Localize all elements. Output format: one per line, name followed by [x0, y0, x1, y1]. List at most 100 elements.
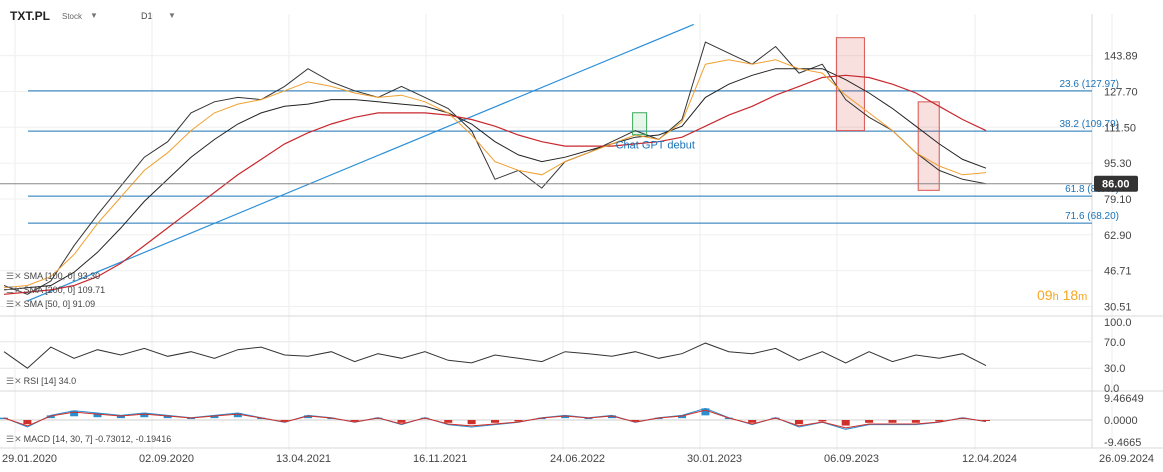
candle-countdown-timer: 09h 18m — [1037, 287, 1087, 303]
legend-sma50-text: SMA [50, 0] 91.09 — [23, 299, 96, 309]
price-axis-tick-label: 62.90 — [1104, 230, 1132, 242]
timeframe-selector[interactable]: D1 — [141, 11, 153, 21]
date-axis-tick-label: 02.09.2020 — [139, 453, 194, 465]
macd-panel: 9.46649 0.0000 -9.4665 — [0, 393, 1144, 449]
chart-grid — [0, 14, 1163, 450]
sma50-line — [3, 59, 987, 289]
indicator-settings-icon[interactable]: ☰✕ — [6, 271, 22, 281]
price-axis-tick-label: 46.71 — [1104, 266, 1132, 278]
date-axis-tick-label: 26.09.2024 — [1099, 453, 1154, 465]
timeframe-dropdown-icon[interactable]: ▼ — [168, 11, 176, 20]
date-axis: 29.01.2020 02.09.2020 13.04.2021 16.11.2021… — [2, 453, 1154, 465]
date-axis-tick-label: 12.04.2024 — [962, 453, 1017, 465]
fib-level-label: 71.6 (68.20) — [1065, 211, 1119, 222]
macd-histogram-bar — [911, 420, 920, 423]
macd-histogram-bar — [701, 408, 710, 416]
date-axis-tick-label: 29.01.2020 — [2, 453, 57, 465]
fib-level-label: 61.8 (80.40) — [1065, 184, 1119, 195]
highlight-rectangles[interactable] — [835, 37, 940, 191]
macd-histogram-bar — [210, 415, 219, 419]
rsi-axis-tick-label: 30.0 — [1104, 363, 1125, 375]
macd-histogram-bar — [794, 420, 803, 425]
symbol-dropdown-icon[interactable]: ▼ — [90, 11, 98, 20]
legend-macd-text: MACD [14, 30, 7] -0.73012, -0.19416 — [23, 434, 172, 444]
macd-axis-tick-label: -9.4665 — [1104, 437, 1141, 449]
macd-histogram-bar — [631, 420, 640, 422]
trendline-segment — [27, 23, 694, 302]
macd-histogram-bar — [888, 420, 897, 423]
macd-histogram-bar — [444, 420, 453, 423]
macd-histogram-bar — [841, 420, 850, 426]
rsi-panel: 100.0 70.0 30.0 0.0 — [0, 317, 1132, 395]
highlight-rectangle — [835, 37, 865, 132]
indicator-settings-icon[interactable]: ☰✕ — [6, 376, 22, 386]
macd-histogram-bar — [982, 420, 990, 421]
macd-histogram-bar — [70, 410, 79, 417]
macd-axis-tick-label: 0.0000 — [1104, 415, 1138, 427]
legend-sma100[interactable]: ☰✕ SMA [100, 0] 93.30 — [6, 271, 100, 282]
sma200-line — [3, 74, 987, 295]
price-axis: 143.89 127.70 111.50 95.30 79.10 62.90 46.71 30… — [1104, 51, 1138, 314]
macd-histogram-bar — [514, 420, 523, 422]
legend-rsi[interactable]: ☰✕ RSI [14] 34.0 — [6, 376, 76, 387]
legend-sma50[interactable]: ☰✕ SMA [50, 0] 91.09 — [6, 299, 95, 310]
macd-histogram-bar — [818, 420, 827, 422]
symbol-label[interactable]: TXT.PL — [10, 9, 51, 23]
macd-histogram-bar — [303, 415, 312, 419]
annotation-group: Chat GPT debut — [616, 112, 695, 152]
current-price-badge — [1094, 175, 1138, 192]
price-line — [3, 41, 987, 295]
legend-macd[interactable]: ☰✕ MACD [14, 30, 7] -0.73012, -0.19416 — [6, 434, 171, 445]
rsi-axis-tick-label: 0.0 — [1104, 383, 1119, 395]
macd-histogram-bar — [748, 420, 757, 423]
current-price-badge-label: 86.00 — [1102, 179, 1130, 191]
macd-histogram-bar — [46, 415, 55, 419]
highlight-rectangle — [917, 101, 940, 191]
price-axis-tick-label: 143.89 — [1104, 51, 1138, 63]
macd-histogram-bar — [140, 413, 149, 418]
date-axis-tick-label: 06.09.2023 — [824, 453, 879, 465]
date-axis-tick-label: 13.04.2021 — [276, 453, 331, 465]
macd-histogram-bar — [23, 420, 32, 425]
timer-hours: 09 — [1037, 287, 1053, 303]
legend-sma200[interactable]: ☰✕ SMA [200, 0] 109.71 — [6, 285, 105, 296]
date-axis-tick-label: 24.06.2022 — [550, 453, 605, 465]
macd-histogram-bar — [93, 413, 102, 418]
sma100-line — [3, 68, 987, 291]
chart-header: TXT.PL Stock ▼ D1 ▼ — [0, 0, 1163, 24]
price-axis-tick-label: 79.10 — [1104, 194, 1132, 206]
macd-histogram-bar — [561, 415, 570, 419]
price-axis-tick-label: 30.51 — [1104, 301, 1132, 313]
macd-histogram-bar — [397, 420, 406, 423]
price-axis-tick-label: 111.50 — [1104, 122, 1136, 134]
trendline[interactable] — [27, 23, 694, 302]
annotation-marker — [632, 112, 648, 136]
legend-sma200-text: SMA [200, 0] 109.71 — [23, 285, 106, 295]
indicator-settings-icon[interactable]: ☰✕ — [6, 285, 22, 295]
macd-histogram-bar — [163, 415, 172, 419]
macd-histogram-bar — [491, 420, 499, 423]
macd-histogram-bar — [467, 420, 476, 425]
macd-histogram-bar — [678, 415, 687, 419]
macd-histogram-bar — [607, 415, 616, 419]
macd-axis-tick-label: 9.46649 — [1104, 393, 1144, 405]
date-axis-tick-label: 30.01.2023 — [687, 453, 742, 465]
rsi-axis-tick-label: 70.0 — [1104, 337, 1125, 349]
macd-histogram-bar — [280, 420, 289, 422]
price-axis-tick-label: 127.70 — [1104, 86, 1138, 98]
price-axis-tick-label: 95.30 — [1104, 158, 1132, 170]
indicator-settings-icon[interactable]: ☰✕ — [6, 299, 22, 309]
instrument-type-label: Stock — [62, 12, 83, 21]
macd-histogram-bar — [233, 413, 242, 418]
macd-histogram-bar — [116, 415, 125, 419]
macd-histogram-bar — [865, 420, 874, 423]
date-axis-tick-label: 16.11.2021 — [413, 453, 467, 465]
macd-histogram-bar — [350, 420, 359, 422]
fib-level-label: 23.6 (127.97) — [1060, 79, 1120, 90]
indicator-settings-icon[interactable]: ☰✕ — [6, 434, 22, 444]
macd-signal-line — [3, 409, 987, 429]
price-series-group: 86.00 — [0, 41, 1138, 295]
timer-minutes: 18 — [1062, 287, 1079, 303]
timer-hours-label: h — [1052, 291, 1059, 303]
